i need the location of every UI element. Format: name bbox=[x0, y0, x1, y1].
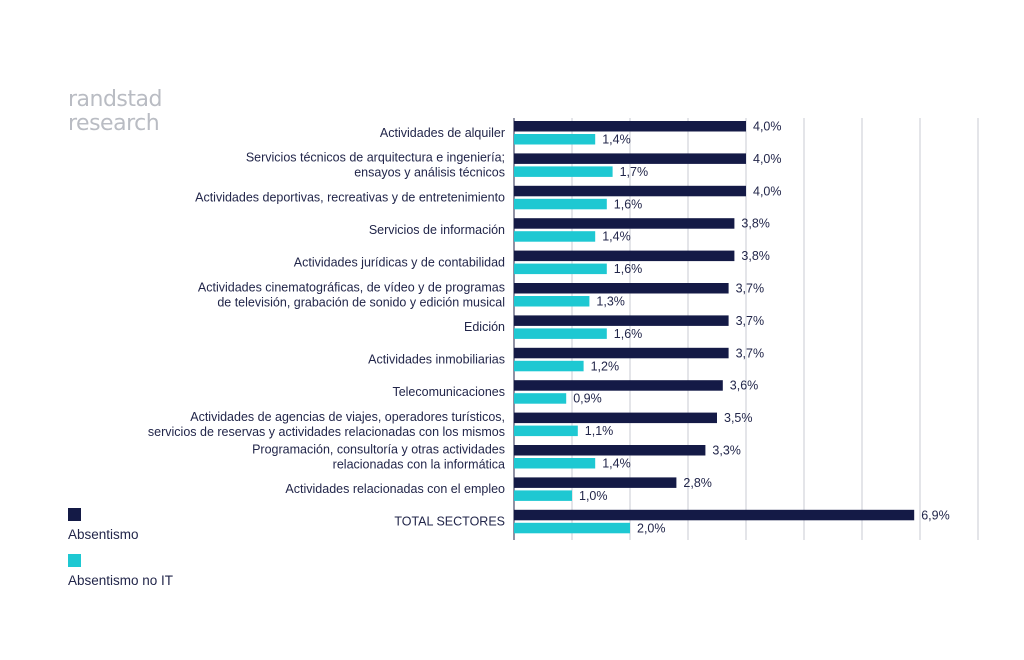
data-label: 1,6% bbox=[614, 262, 643, 276]
bar-absentismo-no-it bbox=[514, 425, 578, 437]
data-label: 1,6% bbox=[614, 327, 643, 341]
data-label: 1,1% bbox=[585, 424, 614, 438]
bar-absentismo-no-it bbox=[514, 166, 613, 177]
category-label: TOTAL SECTORES bbox=[394, 515, 505, 529]
category-label: Servicios de información bbox=[369, 223, 505, 237]
data-label: 4,0% bbox=[753, 184, 782, 198]
bar-absentismo bbox=[514, 477, 677, 488]
bar-absentismo-no-it bbox=[514, 134, 596, 145]
data-label: 1,4% bbox=[602, 230, 631, 244]
data-label: 6,9% bbox=[921, 508, 950, 522]
bar-absentismo-no-it bbox=[514, 198, 607, 210]
data-label: 3,8% bbox=[741, 249, 770, 263]
data-label: 1,3% bbox=[596, 295, 625, 309]
category-label: Actividades jurídicas y de contabilidad bbox=[294, 255, 505, 269]
data-label: 3,7% bbox=[736, 282, 765, 296]
category-label: Actividades cinematográficas, de vídeo y… bbox=[198, 280, 505, 309]
bar-absentismo bbox=[514, 380, 723, 391]
data-label: 3,7% bbox=[736, 314, 765, 328]
bar-absentismo-no-it bbox=[514, 296, 590, 307]
data-label: 1,4% bbox=[602, 457, 631, 471]
data-label: 1,2% bbox=[591, 359, 620, 373]
data-label: 3,8% bbox=[741, 217, 770, 231]
data-label: 1,6% bbox=[614, 197, 643, 211]
bar-absentismo-no-it bbox=[514, 360, 584, 372]
data-label: 1,0% bbox=[579, 489, 608, 503]
bar-absentismo-no-it bbox=[514, 263, 607, 275]
brand-line-2: research bbox=[68, 111, 160, 136]
data-label: 0,9% bbox=[573, 392, 602, 406]
category-label: Telecomunicaciones bbox=[392, 385, 505, 399]
category-label: Programación, consultoría y otras activi… bbox=[252, 442, 505, 471]
legend-label-absentismo: Absentismo bbox=[68, 527, 139, 542]
category-label: Actividades deportivas, recreativas y de… bbox=[195, 191, 505, 205]
bar-absentismo bbox=[514, 412, 717, 424]
legend-swatch-absentismo bbox=[68, 508, 81, 521]
bar-absentismo bbox=[514, 250, 735, 262]
brand-logo: randstad research bbox=[68, 88, 162, 136]
category-label: Actividades inmobiliarias bbox=[368, 353, 505, 367]
brand-line-1: randstad bbox=[68, 87, 162, 112]
bar-absentismo bbox=[514, 283, 729, 294]
bar-absentismo bbox=[514, 347, 729, 359]
data-label: 4,0% bbox=[753, 152, 782, 166]
bar-absentismo bbox=[514, 185, 746, 197]
category-label: Servicios técnicos de arquitectura e ing… bbox=[246, 151, 505, 180]
data-label: 2,8% bbox=[683, 476, 712, 490]
legend-item-absentismo: Absentismo bbox=[68, 508, 139, 542]
bar-absentismo-no-it bbox=[514, 393, 567, 404]
data-label: 3,3% bbox=[712, 444, 741, 458]
legend-swatch-absentismo-no-it bbox=[68, 554, 81, 567]
data-label: 4,0% bbox=[753, 120, 782, 134]
legend-item-absentismo-no-it: Absentismo no IT bbox=[68, 554, 173, 588]
bar-absentismo bbox=[514, 153, 746, 164]
data-label: 2,0% bbox=[637, 521, 666, 535]
bar-absentismo-no-it bbox=[514, 231, 596, 242]
bar-absentismo bbox=[514, 121, 746, 132]
bar-absentismo-no-it bbox=[514, 458, 596, 469]
category-label: Edición bbox=[464, 320, 505, 334]
bar-absentismo bbox=[514, 509, 915, 521]
data-label: 3,7% bbox=[736, 346, 765, 360]
category-label: Actividades relacionadas con el empleo bbox=[285, 482, 505, 496]
data-label: 3,5% bbox=[724, 411, 753, 425]
bar-absentismo bbox=[514, 315, 729, 326]
bar-absentismo-no-it bbox=[514, 328, 607, 339]
bar-absentismo-no-it bbox=[514, 522, 630, 534]
category-label: Actividades de alquiler bbox=[380, 126, 505, 140]
category-label: Actividades de agencias de viajes, opera… bbox=[148, 410, 505, 439]
data-label: 1,4% bbox=[602, 133, 631, 147]
bar-absentismo-no-it bbox=[514, 490, 572, 501]
bar-absentismo bbox=[514, 218, 735, 229]
data-label: 3,6% bbox=[730, 379, 759, 393]
data-label: 1,7% bbox=[620, 165, 649, 179]
bar-absentismo bbox=[514, 445, 706, 456]
legend-label-absentismo-no-it: Absentismo no IT bbox=[68, 573, 174, 588]
